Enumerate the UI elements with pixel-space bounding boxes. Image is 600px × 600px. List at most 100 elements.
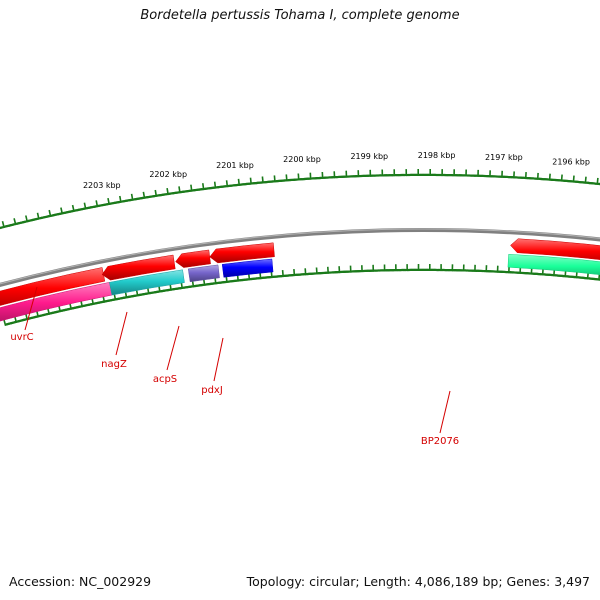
outer-ruler-minor-tick: [36, 217, 39, 221]
inner-ruler-minor-tick: [48, 312, 52, 315]
red-gene-4: [209, 242, 275, 264]
outer-ruler-major-tick: [249, 177, 252, 185]
inner-ruler-minor-tick: [81, 304, 85, 308]
kbp-label-0: 2203 kbp: [83, 181, 121, 190]
outer-ruler-minor-tick: [15, 222, 19, 226]
outer-ruler-major-tick: [273, 175, 276, 183]
inner-ruler-minor-tick: [30, 316, 33, 320]
outer-ruler-minor-tick: [57, 212, 60, 216]
outer-ruler-minor-tick: [98, 204, 101, 208]
inner-ruler-minor-tick: [53, 311, 56, 314]
outer-ruler-major-tick: [190, 184, 193, 192]
outer-ruler-minor-tick: [11, 223, 15, 227]
outer-ruler-minor-tick: [18, 221, 22, 225]
inner-ruler-minor-tick: [124, 296, 127, 299]
outer-ruler-major-tick: [95, 200, 99, 208]
outer-ruler-major-tick: [166, 187, 169, 196]
inner-ruler-minor-tick: [43, 313, 47, 317]
acpS-leader: [166, 325, 180, 371]
outer-ruler-minor-tick: [85, 206, 89, 210]
inner-ruler-minor-tick: [10, 321, 14, 325]
outer-ruler-major-tick: [596, 177, 599, 185]
outer-ruler-minor-tick: [23, 220, 27, 224]
outer-ruler-minor-tick: [22, 220, 25, 224]
outer-ruler-minor-tick: [21, 220, 24, 224]
inner-ruler-minor-tick: [83, 304, 86, 308]
inner-ruler-minor-tick: [54, 310, 58, 314]
inner-ruler-minor-tick: [78, 305, 82, 309]
inner-ruler-minor-tick: [15, 320, 19, 323]
outer-ruler-minor-tick: [34, 218, 37, 221]
kbp-label-6: 2197 kbp: [485, 153, 523, 162]
inner-ruler-minor-tick: [61, 309, 64, 312]
inner-ruler-minor-tick: [66, 308, 70, 311]
outer-ruler-major-tick: [285, 174, 288, 182]
outer-ruler-minor-tick: [46, 215, 50, 218]
outer-ruler-major-tick: [48, 209, 52, 218]
inner-ruler-minor-tick: [24, 318, 28, 321]
outer-ruler-major-tick: [13, 218, 17, 226]
red-gene-left: [0, 267, 106, 306]
outer-ruler-minor-tick: [9, 223, 13, 227]
outer-ruler-minor-tick: [69, 210, 72, 213]
inner-ruler-minor-tick: [28, 317, 31, 320]
inner-ruler-minor-tick: [33, 315, 37, 319]
outer-ruler-minor-tick: [76, 208, 79, 212]
inner-ruler-minor-tick: [31, 316, 34, 320]
outer-ruler-major-tick: [297, 173, 300, 181]
outer-ruler-major-tick: [71, 204, 75, 213]
gene-label-uvrC: uvrC: [10, 332, 33, 343]
inner-ruler-minor-tick: [52, 311, 55, 314]
outer-ruler-major-tick: [213, 181, 217, 189]
kbp-labels: 2203 kbp 2202 kbp 2201 kbp 2200 kbp 2199 kbp…: [83, 151, 590, 190]
outer-ruler-minor-tick: [39, 216, 43, 220]
red-gene-3: [175, 249, 211, 268]
kbp-label-5: 2198 kbp: [418, 151, 456, 160]
outer-ruler-minor-tick: [32, 218, 36, 221]
outer-ruler-major-tick: [119, 195, 122, 203]
inner-ruler-minor-tick: [97, 301, 101, 305]
kbp-label-1: 2202 kbp: [149, 170, 187, 179]
inner-ruler-minor-tick: [70, 307, 74, 310]
inner-ruler-minor-tick: [44, 313, 48, 316]
outer-ruler-minor-tick: [50, 214, 53, 217]
outer-ruler-minor-tick: [59, 212, 63, 215]
inner-ruler-minor-tick: [85, 303, 88, 307]
gene-label-nagZ: nagZ: [101, 359, 127, 370]
outer-ruler-minor-tick: [27, 219, 30, 223]
outer-ruler-major-tick: [83, 202, 87, 210]
outer-ruler-minor-tick: [43, 215, 46, 219]
outer-ruler-minor-tick: [4, 225, 8, 228]
inner-ruler-minor-tick: [20, 319, 24, 322]
outer-ruler-minor-tick: [0, 226, 2, 230]
outer-ruler-minor-tick: [0, 226, 3, 229]
inner-ruler-minor-tick: [29, 316, 32, 320]
gene-label-BP2076: BP2076: [421, 436, 459, 447]
outer-ruler-minor-tick: [45, 215, 49, 219]
outer-ruler-major-tick: [548, 173, 551, 181]
outer-ruler-minor-tick: [6, 224, 9, 228]
genome-summary-text: Topology: circular; Length: 4,086,189 bp…: [246, 574, 590, 589]
inner-ruler-minor-tick: [40, 314, 43, 317]
inner-ruler-minor-tick: [96, 301, 99, 305]
gene-labels: uvrC nagZ acpS pdxJ BP2076: [10, 332, 459, 447]
outer-ruler-minor-tick: [38, 216, 42, 220]
inner-ruler-minor-tick: [9, 321, 13, 325]
outer-ruler-major-tick: [178, 186, 181, 194]
inner-ruler-major-tick: [293, 269, 296, 277]
inner-ruler-minor-tick: [23, 318, 27, 321]
red-gene-5: [510, 238, 600, 260]
gene-label-acpS: acpS: [153, 374, 177, 385]
outer-ruler-minor-tick: [77, 208, 80, 212]
outer-ruler-minor-tick: [3, 225, 7, 229]
outer-ruler-major-tick: [225, 180, 229, 188]
outer-ruler-minor-tick: [103, 203, 106, 207]
outer-ruler-minor-tick: [67, 210, 71, 214]
BP2076-leader: [439, 390, 451, 434]
kbp-label-7: 2196 kbp: [552, 157, 590, 166]
inner-ruler-minor-tick: [67, 307, 71, 311]
inner-ruler-minor-tick: [55, 310, 59, 314]
inner-ruler-minor-tick: [35, 315, 39, 318]
inner-ruler-minor-tick: [72, 306, 75, 310]
